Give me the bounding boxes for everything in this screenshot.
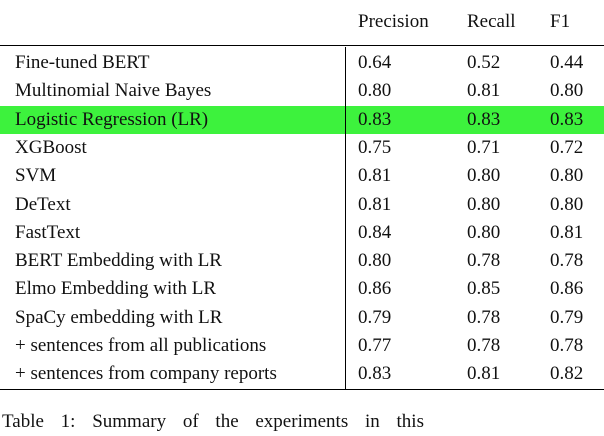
- value-cell: 0.64: [358, 52, 392, 73]
- value-cell: 0.85: [467, 278, 501, 300]
- row-label: Fine-tuned BERT: [15, 52, 150, 73]
- value-cell: 0.83: [467, 108, 501, 130]
- value-cell: 0.81: [358, 165, 392, 187]
- value-cell: 0.80: [467, 221, 501, 243]
- row-label: SVM: [15, 165, 57, 187]
- value-cell: 0.72: [550, 136, 584, 158]
- value-cell: 0.79: [550, 306, 584, 328]
- value-cell: 0.80: [358, 80, 392, 102]
- value-cell: 0.80: [467, 165, 501, 187]
- value-cell: 0.82: [550, 363, 584, 385]
- row-label: + sentences from company reports: [15, 363, 277, 385]
- value-cell: 0.83: [550, 108, 584, 130]
- value-cell: 0.78: [550, 250, 584, 272]
- value-cell: 0.44: [550, 52, 584, 73]
- value-cell: 0.78: [467, 335, 501, 356]
- value-cell: 0.80: [358, 250, 392, 272]
- value-cell: 0.71: [467, 136, 501, 158]
- value-cell: 0.52: [467, 52, 501, 73]
- value-cell: 0.83: [358, 363, 392, 385]
- value-cell: 0.80: [550, 80, 584, 102]
- column-rule: [345, 47, 347, 390]
- value-cell: 0.80: [467, 193, 501, 215]
- value-cell: 0.79: [358, 306, 392, 328]
- value-cell: 0.78: [467, 250, 501, 272]
- value-cell: 0.81: [467, 363, 501, 385]
- highlight: [0, 105, 604, 134]
- value-cell: 0.81: [550, 221, 584, 243]
- row-label: Elmo Embedding with LR: [15, 278, 217, 300]
- header-cell: Precision: [358, 11, 429, 32]
- value-cell: 0.80: [550, 165, 584, 187]
- value-cell: 0.77: [358, 335, 392, 356]
- row-label: DeText: [15, 193, 71, 215]
- value-cell: 0.81: [467, 80, 501, 102]
- value-cell: 0.75: [358, 136, 392, 158]
- row-label: FastText: [15, 221, 81, 243]
- value-cell: 0.86: [550, 278, 584, 300]
- top-rule: [0, 45, 604, 47]
- caption: Table 1: Summary of the experiments in t…: [2, 411, 424, 432]
- header-cell: Recall: [467, 11, 516, 32]
- value-cell: 0.78: [467, 306, 501, 328]
- page: {"table": { "header": ["Precision", "Rec…: [0, 11, 604, 432]
- value-cell: 0.78: [550, 335, 584, 356]
- value-cell: 0.81: [358, 193, 392, 215]
- value-cell: 0.83: [358, 108, 392, 130]
- row-label: SpaCy embedding with LR: [15, 306, 223, 328]
- value-cell: 0.84: [358, 221, 392, 243]
- row-label: Multinomial Naive Bayes: [15, 80, 212, 102]
- value-cell: 0.80: [550, 193, 584, 215]
- bottom-rule: [0, 389, 604, 391]
- header-cell: F1: [550, 11, 571, 32]
- row-label: Logistic Regression (LR): [15, 108, 209, 130]
- row-label: BERT Embedding with LR: [15, 250, 222, 272]
- row-label: XGBoost: [15, 136, 87, 158]
- value-cell: 0.86: [358, 278, 392, 300]
- row-label: + sentences from all publications: [15, 335, 267, 356]
